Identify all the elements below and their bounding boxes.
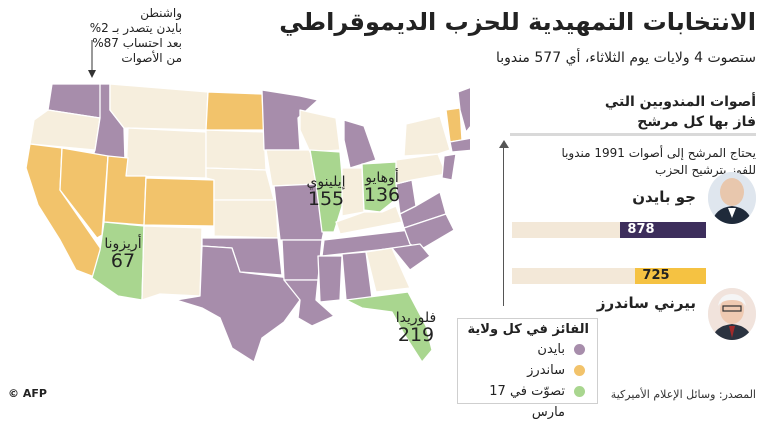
state-massachusetts: [449, 137, 470, 153]
panel-heading-line: أصوات المندوبين التي: [604, 94, 756, 110]
legend-label: بايدن: [537, 342, 565, 357]
state-virginia: [399, 191, 447, 229]
state-maine: [457, 86, 470, 133]
washington-note-line: بعد احتساب 87%: [92, 36, 182, 50]
legend-swatch: [574, 365, 585, 376]
legend-label: تصوّت في 17 مارس: [489, 384, 565, 420]
legend-item-voting: تصوّت في 17 مارس: [458, 381, 591, 420]
state-label-florida: فلوريدا 219: [384, 310, 448, 346]
state-nebraska: [205, 167, 275, 201]
state-new-england-north: [445, 107, 463, 143]
state-delegates: 155: [307, 188, 345, 210]
legend-item-sanders: ساندرز: [458, 360, 591, 381]
legend-title: الفائز في كل ولاية: [467, 322, 589, 337]
state-new-york: [403, 115, 451, 157]
washington-note-line: واشنطن: [140, 6, 182, 20]
state-montana: [109, 83, 209, 131]
washington-note-line: بايدن يتصدر بـ 2%: [89, 21, 182, 35]
state-louisiana: [283, 279, 335, 327]
state-north-dakota: [205, 91, 265, 131]
candidate-name-sanders: بيرني ساندرز: [596, 294, 696, 312]
delegate-count-sanders: 725: [642, 268, 670, 283]
state-name: أوهايو: [365, 170, 399, 186]
sanders-photo: [708, 288, 756, 340]
state-name: إيلينوي: [306, 174, 346, 190]
delegates-panel-heading: أصوات المندوبين التي فاز بها كل مرشح: [586, 92, 756, 132]
bar-track-biden: 878: [512, 222, 706, 238]
state-label-ohio: أوهايو 136: [352, 170, 412, 206]
state-wyoming: [125, 127, 207, 179]
state-name: فلوريدا: [395, 310, 437, 326]
delegate-count-biden: 878: [627, 222, 655, 237]
page-subtitle: ستصوت 4 ولايات يوم الثلاثاء، أي 577 مندو…: [495, 50, 756, 66]
bar-track-sanders: 725: [512, 268, 706, 284]
legend-label: ساندرز: [527, 363, 565, 378]
threshold-line: [503, 146, 504, 306]
state-kansas: [213, 199, 279, 239]
panel-heading-line: فاز بها كل مرشح: [637, 114, 756, 130]
state-texas: [175, 245, 301, 363]
source-note: المصدر: وسائل الإعلام الأميركية: [610, 388, 756, 401]
legend-swatch: [574, 386, 585, 397]
washington-note-line: من الأصوات: [121, 51, 182, 65]
state-label-arizona: أريزونا 67: [88, 236, 158, 272]
threshold-arrowhead: [499, 140, 509, 148]
state-oregon: [29, 109, 101, 151]
state-new-mexico: [141, 225, 203, 301]
state-florida: [345, 291, 433, 363]
state-minnesota: [261, 89, 319, 151]
legend-swatch: [574, 344, 585, 355]
state-georgia: [365, 247, 411, 293]
state-kentucky: [335, 205, 403, 235]
panel-divider: [510, 133, 756, 136]
state-south-dakota: [205, 129, 267, 171]
map-legend: الفائز في كل ولاية بايدن ساندرز تصوّت في…: [457, 318, 598, 420]
us-map: [25, 40, 470, 363]
threshold-note-line: يحتاج المرشح إلى أصوات 1991 مندوبا: [561, 146, 756, 160]
state-ohio: [361, 161, 401, 213]
state-mississippi: [317, 255, 343, 303]
state-illinois: [309, 149, 345, 233]
wa-note-arrowhead: [88, 70, 96, 78]
biden-photo: [708, 172, 756, 224]
candidate-name-biden: جو بايدن: [632, 188, 696, 206]
state-michigan: [343, 119, 377, 169]
washington-note: واشنطن بايدن يتصدر بـ 2% بعد احتساب 87% …: [82, 6, 182, 66]
state-name: أريزونا: [104, 236, 142, 252]
state-nevada: [59, 147, 109, 239]
legend-item-biden: بايدن: [458, 339, 591, 360]
state-delegates: 67: [110, 250, 136, 272]
state-south-carolina: [391, 243, 431, 271]
delegate-bar-biden: [620, 222, 706, 238]
state-colorado: [143, 177, 215, 227]
afp-credit: © AFP: [8, 387, 47, 400]
state-wisconsin: [299, 109, 341, 153]
delegate-bar-sanders: [635, 268, 706, 284]
state-north-carolina: [403, 213, 455, 251]
state-delegates: 219: [397, 324, 435, 346]
state-label-illinois: إيلينوي 155: [294, 174, 358, 210]
state-northeast-coast: [441, 153, 457, 181]
state-arkansas: [281, 239, 323, 281]
page-title: الانتخابات التمهيدية للحزب الديموقراطي: [279, 8, 756, 36]
threshold-note: يحتاج المرشح إلى أصوات 1991 مندوبا للفوز…: [516, 145, 756, 179]
state-delegates: 136: [363, 184, 401, 206]
